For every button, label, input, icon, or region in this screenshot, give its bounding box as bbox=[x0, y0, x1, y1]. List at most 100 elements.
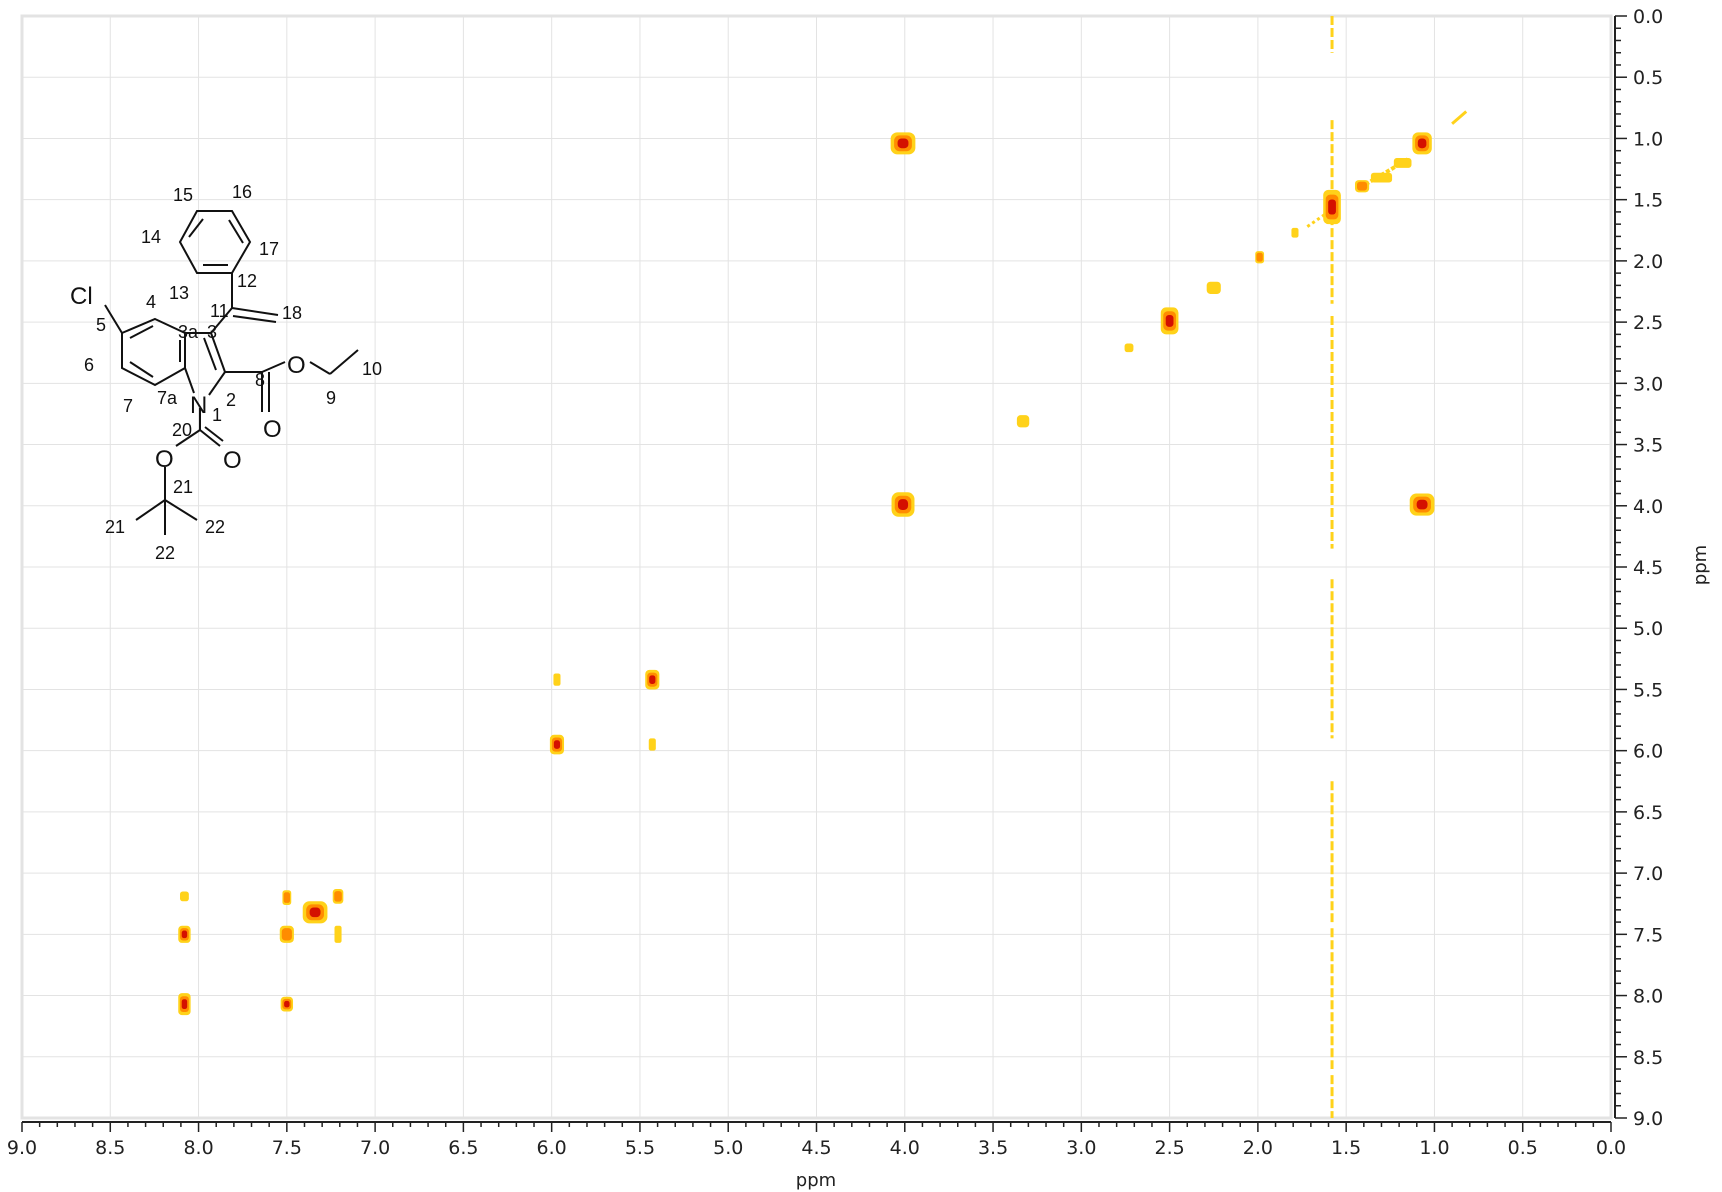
peak-contour-mid bbox=[1256, 253, 1262, 262]
y-tick-label: 9.0 bbox=[1633, 1108, 1663, 1130]
x-tick-label: 0.5 bbox=[1508, 1137, 1538, 1159]
peak-contour-core bbox=[182, 999, 187, 1009]
atom-o-boc-carbonyl: O bbox=[223, 447, 242, 474]
peak-contour-core bbox=[898, 499, 908, 510]
locant-9: 9 bbox=[326, 388, 336, 408]
cross-peak bbox=[282, 890, 291, 905]
peak-contour-mid bbox=[334, 891, 342, 902]
peak-contour-outer bbox=[553, 674, 560, 686]
y-tick-label: 0.5 bbox=[1633, 67, 1663, 89]
x-tick-label: 6.0 bbox=[537, 1137, 567, 1159]
y-tick-label: 1.0 bbox=[1633, 128, 1663, 150]
cross-peak bbox=[178, 926, 190, 943]
cross-peak bbox=[1412, 132, 1431, 154]
locant-15: 15 bbox=[173, 185, 193, 205]
peak-contour-outer bbox=[649, 738, 656, 750]
locant-3: 3 bbox=[207, 322, 217, 342]
cross-peak bbox=[1207, 282, 1221, 294]
y-tick-label: 4.0 bbox=[1633, 496, 1663, 518]
peak-contour-outer bbox=[180, 891, 189, 901]
peak-contour-core bbox=[554, 740, 560, 749]
cross-peak bbox=[1371, 173, 1392, 183]
cross-peak bbox=[180, 891, 189, 901]
locant-7a: 7a bbox=[157, 388, 178, 408]
peak-contour-core bbox=[284, 1001, 289, 1007]
peak-contour-outer bbox=[335, 926, 342, 943]
cross-peak bbox=[1410, 494, 1435, 516]
cross-peak bbox=[1355, 180, 1369, 192]
locant-14: 14 bbox=[141, 227, 161, 247]
x-tick-label: 2.5 bbox=[1155, 1137, 1185, 1159]
x-tick-label: 1.5 bbox=[1331, 1137, 1361, 1159]
x-tick-label: 3.5 bbox=[978, 1137, 1008, 1159]
cross-peak bbox=[553, 674, 560, 686]
y-tick-label: 6.5 bbox=[1633, 802, 1663, 824]
cross-peak bbox=[891, 132, 916, 154]
peak-contour-mid bbox=[284, 892, 290, 903]
x-tick-label: 4.0 bbox=[890, 1137, 920, 1159]
cross-peak bbox=[333, 889, 344, 904]
locant-21-left: 21 bbox=[105, 517, 125, 537]
atom-cl: Cl bbox=[70, 283, 93, 310]
cross-peak bbox=[1017, 415, 1029, 427]
cross-peak bbox=[645, 670, 659, 690]
peak-contour-core bbox=[1166, 315, 1174, 327]
locant-8: 8 bbox=[255, 370, 265, 390]
x-tick-label: 5.5 bbox=[625, 1137, 655, 1159]
x-tick-label: 3.0 bbox=[1066, 1137, 1096, 1159]
peak-contour-outer bbox=[1125, 344, 1134, 353]
peak-contour-mid bbox=[1357, 182, 1367, 191]
locant-6: 6 bbox=[84, 355, 94, 375]
y-axis-title: ppm bbox=[1690, 545, 1711, 585]
x-tick-label: 6.5 bbox=[448, 1137, 478, 1159]
peak-contour-core bbox=[1417, 500, 1428, 510]
x-tick-label: 8.0 bbox=[183, 1137, 213, 1159]
x-tick-label: 4.5 bbox=[801, 1137, 831, 1159]
y-tick-label: 1.5 bbox=[1633, 190, 1663, 212]
cross-peak bbox=[303, 901, 328, 923]
cross-peak bbox=[1323, 190, 1341, 224]
y-tick-label: 2.0 bbox=[1633, 251, 1663, 273]
locant-1: 1 bbox=[212, 405, 222, 425]
y-tick-label: 5.5 bbox=[1633, 679, 1663, 701]
cross-peak bbox=[649, 738, 656, 750]
locant-12: 12 bbox=[237, 271, 257, 291]
x-tick-label: 7.0 bbox=[360, 1137, 390, 1159]
peak-contour-mid bbox=[282, 928, 292, 940]
atom-o-ester: O bbox=[287, 352, 306, 379]
x-tick-label: 1.0 bbox=[1419, 1137, 1449, 1159]
locant-5: 5 bbox=[96, 315, 106, 335]
locant-11: 11 bbox=[210, 301, 229, 321]
y-tick-label: 7.5 bbox=[1633, 924, 1663, 946]
peak-contour-core bbox=[310, 907, 321, 917]
x-tick-label: 7.5 bbox=[272, 1137, 302, 1159]
locant-13: 13 bbox=[169, 283, 189, 303]
locant-2: 2 bbox=[226, 390, 236, 410]
atom-o-boc: O bbox=[155, 446, 174, 473]
locant-4: 4 bbox=[146, 292, 156, 312]
y-tick-label: 8.0 bbox=[1633, 986, 1663, 1008]
x-tick-label: 5.0 bbox=[713, 1137, 743, 1159]
locant-10: 10 bbox=[362, 359, 382, 379]
y-tick-label: 6.0 bbox=[1633, 741, 1663, 763]
cross-peak bbox=[550, 735, 564, 755]
peak-contour-core bbox=[1328, 199, 1336, 214]
y-tick-label: 5.0 bbox=[1633, 618, 1663, 640]
x-tick-label: 2.0 bbox=[1243, 1137, 1273, 1159]
peak-contour-core bbox=[898, 138, 909, 148]
cross-peak bbox=[335, 926, 342, 943]
cross-peak bbox=[1394, 158, 1412, 168]
cross-peak bbox=[280, 926, 294, 943]
y-tick-label: 8.5 bbox=[1633, 1047, 1663, 1069]
locant-17: 17 bbox=[259, 239, 279, 259]
peak-contour-outer bbox=[1017, 415, 1029, 427]
cross-peak bbox=[1255, 251, 1264, 263]
cross-peak bbox=[178, 993, 190, 1015]
peak-contour-core bbox=[1418, 138, 1427, 148]
locant-7: 7 bbox=[123, 396, 133, 416]
atom-n: N bbox=[190, 392, 207, 419]
x-tick-label: 8.5 bbox=[95, 1137, 125, 1159]
cross-peak bbox=[281, 997, 293, 1012]
y-tick-label: 2.5 bbox=[1633, 312, 1663, 334]
y-tick-label: 3.5 bbox=[1633, 435, 1663, 457]
